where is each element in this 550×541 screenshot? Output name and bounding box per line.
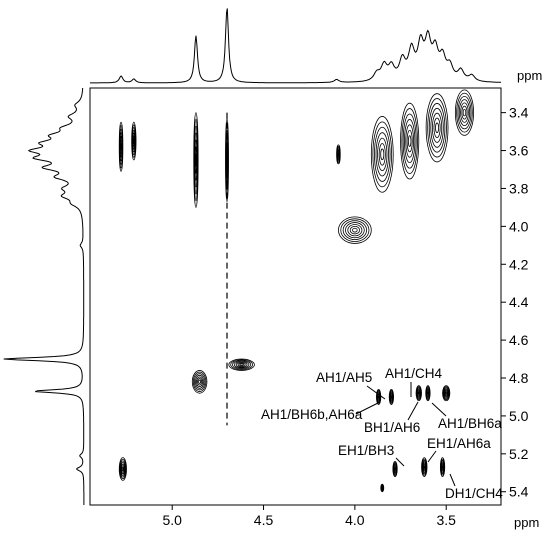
contour-level: [403, 114, 416, 168]
contour-level: [429, 103, 445, 152]
y-tick-label: 4.4: [509, 294, 529, 310]
annotation-ah1-ah5-pointer: [367, 386, 385, 399]
cross-peak: [132, 122, 136, 160]
y-tick-label: 3.8: [509, 180, 529, 196]
annotation-bh1-ah6-pointer: [408, 402, 418, 420]
cross-peak: [337, 145, 341, 164]
contour-level: [463, 109, 466, 116]
contour-level: [353, 228, 358, 232]
contour-level: [381, 149, 384, 160]
cross-peak: [389, 389, 393, 404]
x-tick-label: 3.5: [436, 512, 456, 528]
x-axis-ticks: 5.0 4.5 4.0 3.5: [162, 505, 456, 528]
annotation-bh1-ah6: BH1/AH6: [364, 420, 420, 435]
x-axis-unit: ppm: [514, 515, 539, 530]
annotation-ah1-bh6a-pointer: [432, 403, 446, 416]
y-axis-unit: ppm: [517, 68, 542, 83]
cross-peak: [226, 118, 229, 201]
left-projection: [4, 88, 84, 505]
cross-peak: [416, 386, 421, 401]
contour-level: [458, 96, 471, 128]
y-tick-label: 4.0: [509, 218, 529, 234]
cross-peak: [455, 90, 473, 135]
y-axis-ticks: 3.4 3.6 3.8 4.0 4.2 4.4 4.6 4.8 5.0 5.2 5.4: [501, 105, 529, 500]
contour-level: [121, 143, 122, 150]
contour-level: [240, 364, 244, 366]
top-projection: [90, 8, 501, 83]
contour-level: [199, 380, 201, 383]
annotation-dh1-ch4-pointer: [450, 474, 455, 486]
cross-peak: [194, 113, 198, 208]
annotation-eh1-bh3: EH1/BH3: [338, 443, 394, 458]
cross-peak: [338, 217, 371, 244]
y-tick-label: 3.6: [509, 143, 529, 159]
x-tick-label: 4.0: [345, 512, 365, 528]
contour-level: [407, 130, 412, 152]
contour-level: [374, 127, 390, 181]
contour-level: [134, 138, 135, 143]
cross-peak: [422, 458, 427, 477]
contour-level: [395, 468, 396, 470]
contour-level: [418, 392, 419, 394]
cross-peak: [229, 359, 255, 370]
cross-peak: [440, 458, 444, 477]
cross-peak: [371, 116, 393, 192]
annotation-dh1-ch4: DH1/CH4: [445, 486, 503, 501]
contour-level: [434, 118, 440, 137]
contour-level: [350, 226, 359, 234]
top-projection-trace: [90, 8, 501, 83]
annotation-eh1-ah6a-pointer: [428, 451, 436, 462]
annotation-ah1-ah5: AH1/AH5: [316, 370, 372, 385]
y-tick-label: 5.4: [509, 484, 529, 500]
annotation-eh1-ah6a: EH1/AH6a: [427, 436, 491, 451]
contour-level: [338, 153, 339, 156]
contour-level: [122, 467, 123, 470]
left-projection-trace: [4, 88, 84, 505]
contour-level: [408, 136, 411, 147]
contour-level: [232, 361, 250, 369]
cross-peak: [426, 94, 448, 162]
contour-level: [343, 221, 366, 240]
y-tick-label: 5.0: [509, 408, 529, 424]
contour-peaks: [119, 90, 473, 492]
cross-peak: [426, 386, 430, 401]
contour-level: [378, 396, 379, 398]
contour-level: [198, 379, 202, 386]
cross-peak: [119, 122, 123, 171]
y-tick-label: 4.6: [509, 332, 529, 348]
x-tick-label: 4.5: [254, 512, 274, 528]
y-tick-label: 5.2: [509, 446, 529, 462]
contour-level: [379, 144, 385, 166]
peak-annotations: AH1/AH5 AH1/CH4 AH1/BH6b,AH6a BH1/AH6 AH…: [261, 366, 503, 501]
contour-level: [446, 392, 447, 394]
contour-level: [428, 392, 429, 394]
cross-peak: [381, 484, 384, 492]
annotation-ah1-bh6b-ah6a: AH1/BH6b,AH6a: [261, 407, 363, 422]
cross-peak: [192, 370, 207, 393]
contour-level: [442, 466, 443, 469]
annotation-ah1-ch4: AH1/CH4: [385, 366, 443, 381]
contour-level: [196, 153, 197, 167]
y-tick-label: 4.8: [509, 370, 529, 386]
cross-peak: [393, 461, 397, 476]
y-tick-label: 4.2: [509, 256, 529, 272]
contour-level: [391, 396, 392, 398]
contour-level: [462, 106, 467, 119]
annotation-ah1-bh6a: AH1/BH6a: [438, 416, 502, 431]
y-tick-label: 3.4: [509, 105, 529, 121]
cross-peak: [443, 386, 450, 401]
contour-level: [194, 374, 204, 390]
contour-level: [435, 123, 438, 133]
cross-peak: [401, 103, 419, 179]
contour-level: [424, 466, 425, 469]
x-tick-label: 5.0: [162, 512, 182, 528]
cross-peak: [119, 458, 126, 481]
